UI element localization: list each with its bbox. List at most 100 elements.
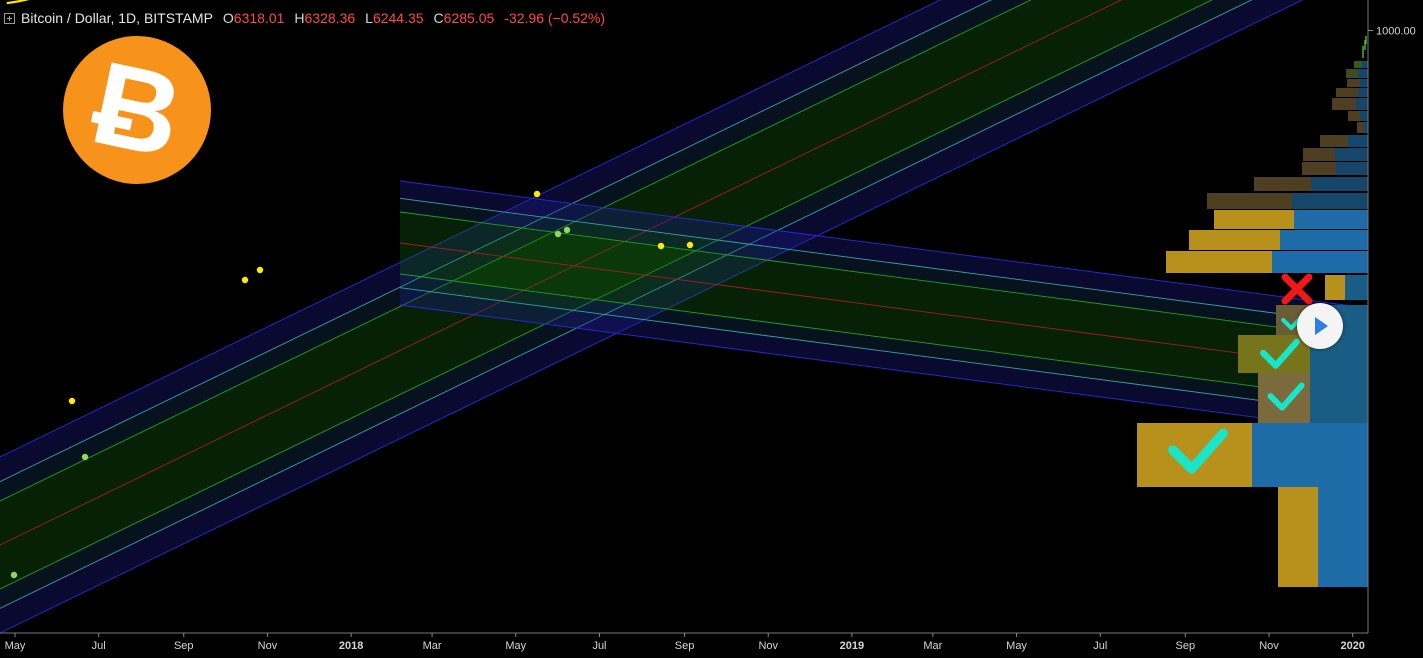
volume-bar-part: [1320, 135, 1348, 147]
volume-bar-part: [1360, 111, 1368, 121]
volume-bar-part: [1272, 251, 1368, 273]
channel-line: [0, 0, 942, 458]
channel-line: [399, 287, 1369, 416]
volume-bar-part: [1354, 61, 1362, 68]
x-tick-label: May: [1006, 640, 1027, 652]
annotation-marks: [1168, 273, 1313, 474]
play-icon: [1315, 317, 1328, 335]
expand-icon[interactable]: [4, 12, 15, 24]
volume-bar-part: [1358, 69, 1368, 78]
signal-dot: [657, 242, 665, 250]
volume-bar-part: [1318, 487, 1368, 587]
volume-bar-part: [1346, 69, 1358, 78]
volume-bar-part: [1347, 79, 1360, 87]
volume-bar-part: [1335, 148, 1368, 161]
falling-channel: [399, 180, 1369, 433]
channel-line: [0, 0, 992, 483]
volume-bar-part: [1189, 230, 1280, 250]
signal-dot: [241, 276, 249, 284]
x-tick-label: Nov: [1259, 640, 1279, 652]
volume-bar-part: [1325, 275, 1345, 300]
volume-bar-part: [1294, 210, 1368, 229]
y-tick-label: 1000.00: [1376, 26, 1416, 38]
signal-dot: [686, 241, 694, 249]
channel-line: [399, 242, 1369, 371]
signal-dot: [554, 230, 562, 238]
channel-line: [0, 0, 1253, 609]
x-tick-label: Jul: [92, 640, 106, 652]
channel-line: [0, 0, 1032, 502]
volume-bar-part: [1360, 79, 1368, 87]
x-tick-label: Sep: [675, 640, 695, 652]
volume-bar-part: [1207, 193, 1292, 209]
volume-bar-part: [1357, 122, 1364, 133]
rising-channel: [0, 0, 1304, 634]
close-label: C: [433, 10, 444, 26]
regression-channels: [0, 0, 1369, 634]
volume-bar-part: [1311, 177, 1368, 191]
trend-lines: [6, 0, 694, 579]
signal-dot: [68, 397, 76, 405]
symbol-legend: Bitcoin / Dollar, 1D, BITSTAMP O 6318.01 …: [4, 8, 605, 28]
x-tick-label: May: [505, 640, 526, 652]
high-label: H: [294, 10, 305, 26]
x-tick-label: Sep: [1176, 640, 1196, 652]
x-tick-label: Sep: [174, 640, 194, 652]
open-value: 6318.01: [233, 10, 285, 26]
volume-bar-part: [1362, 61, 1368, 68]
channel-line: [399, 273, 1369, 402]
channel-line: [0, 0, 1123, 546]
volume-bar-part: [1278, 487, 1318, 587]
volume-bar-part: [1137, 423, 1252, 487]
channel-band: [400, 198, 1368, 339]
x-tick-label: May: [5, 640, 26, 652]
x-tick-label: Mar: [423, 640, 442, 652]
volume-bar-part: [1303, 148, 1335, 161]
open-label: O: [222, 10, 234, 26]
change-value: -32.96 (−0.52%): [504, 10, 606, 26]
volume-bar-part: [1358, 88, 1368, 97]
channel-band: [400, 274, 1368, 415]
low-label: L: [365, 10, 373, 26]
channel-band: [400, 287, 1368, 432]
volume-bar-part: [1254, 177, 1311, 191]
channel-line: [399, 211, 1369, 340]
cross-icon: [1281, 273, 1313, 305]
bitcoin-logo-icon: Ƀ: [63, 36, 211, 184]
channel-line: [0, 0, 1213, 590]
x-tick-label: Nov: [258, 640, 278, 652]
x-tick-label: Nov: [758, 640, 778, 652]
signal-dot: [81, 453, 89, 461]
volume-bar-part: [1252, 423, 1368, 487]
volume-bar-part: [1356, 98, 1368, 110]
channel-line: [399, 197, 1369, 326]
volume-bar-part: [1332, 98, 1356, 110]
play-button[interactable]: [1297, 303, 1343, 349]
volume-bar-part: [1310, 373, 1368, 423]
volume-bar-part: [1258, 373, 1310, 423]
x-tick-label: Jul: [1093, 640, 1107, 652]
x-tick-label: 2020: [1340, 640, 1364, 652]
channel-line: [399, 180, 1369, 309]
volume-bar-part: [1292, 193, 1368, 209]
checkmark-icon: [1260, 338, 1300, 369]
x-tick-label: 2019: [840, 640, 864, 652]
volume-bar-part: [1364, 122, 1368, 133]
volume-bar-part: [1345, 275, 1368, 300]
checkmark-icon: [1168, 428, 1228, 474]
low-value: 6244.35: [372, 10, 424, 26]
volume-bar-part: [1348, 111, 1360, 121]
volume-bar-part: [1214, 210, 1294, 229]
x-tick-label: 2018: [339, 640, 363, 652]
x-tick-label: Mar: [923, 640, 942, 652]
channel-band: [400, 181, 1368, 326]
volume-bar-part: [1348, 135, 1368, 147]
volume-profile: [1137, 36, 1368, 587]
volume-bar-part: [1166, 251, 1272, 273]
checkmark-icon: [1267, 382, 1305, 411]
channel-line: [0, 0, 1304, 634]
x-tick-label: Jul: [592, 640, 606, 652]
signal-dot: [10, 571, 18, 579]
